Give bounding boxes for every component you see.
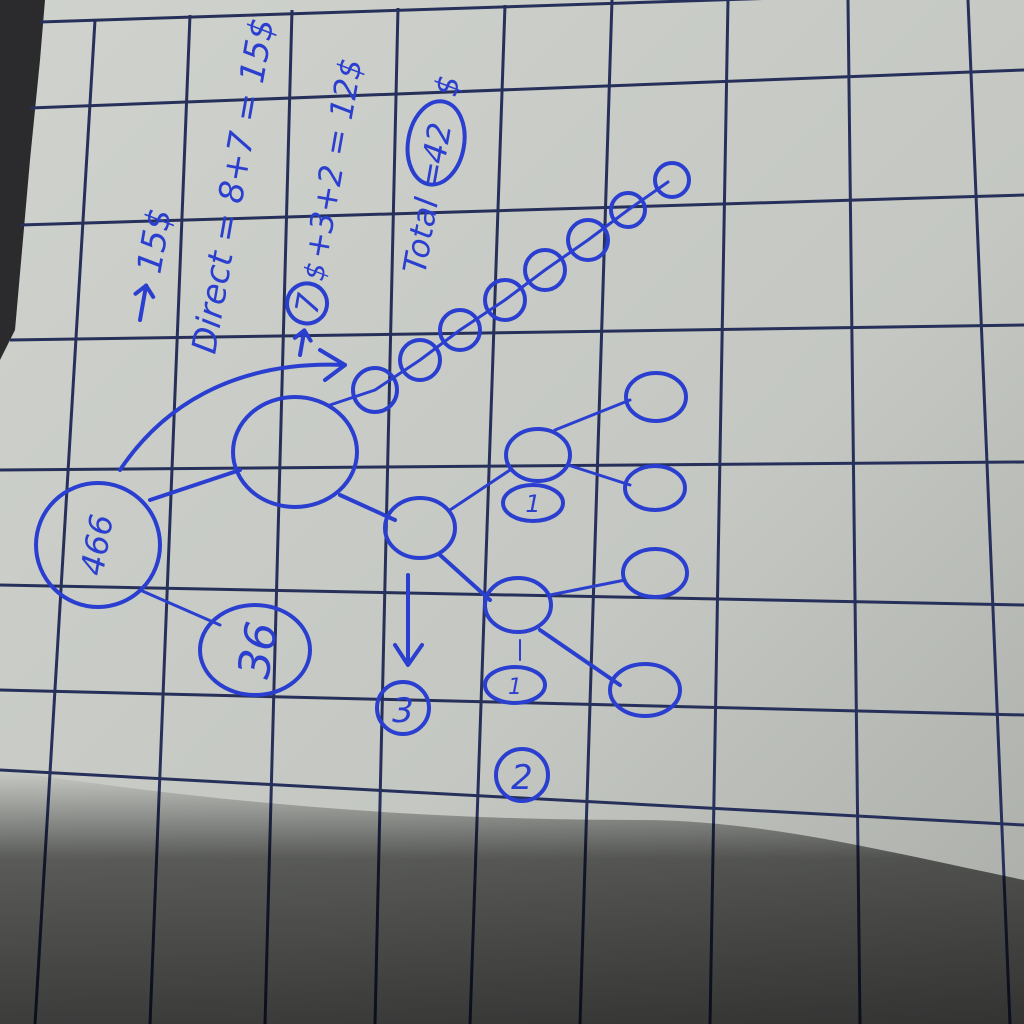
node-36 [198,603,312,697]
root-curved-arrow [118,362,347,472]
marker-2 [494,747,550,803]
seven-suffix: $ [297,260,333,283]
big-node [231,395,359,509]
tree-diagram: 466 36 [34,161,691,803]
marker-2-label: 2 [511,758,533,798]
node-36-label: 36 [229,618,289,682]
node-1b-label: 1 [508,675,522,700]
hand-shadow [0,770,1024,1024]
total-value: 42 [415,120,459,167]
marker-3 [375,680,431,736]
node-1 [501,483,565,523]
marker-3-label: 3 [392,691,414,731]
node-1-label: 1 [525,490,540,518]
node-1b [483,665,547,705]
middle-node [383,496,457,560]
binder-edge [0,0,45,360]
root-node-466 [34,481,162,609]
